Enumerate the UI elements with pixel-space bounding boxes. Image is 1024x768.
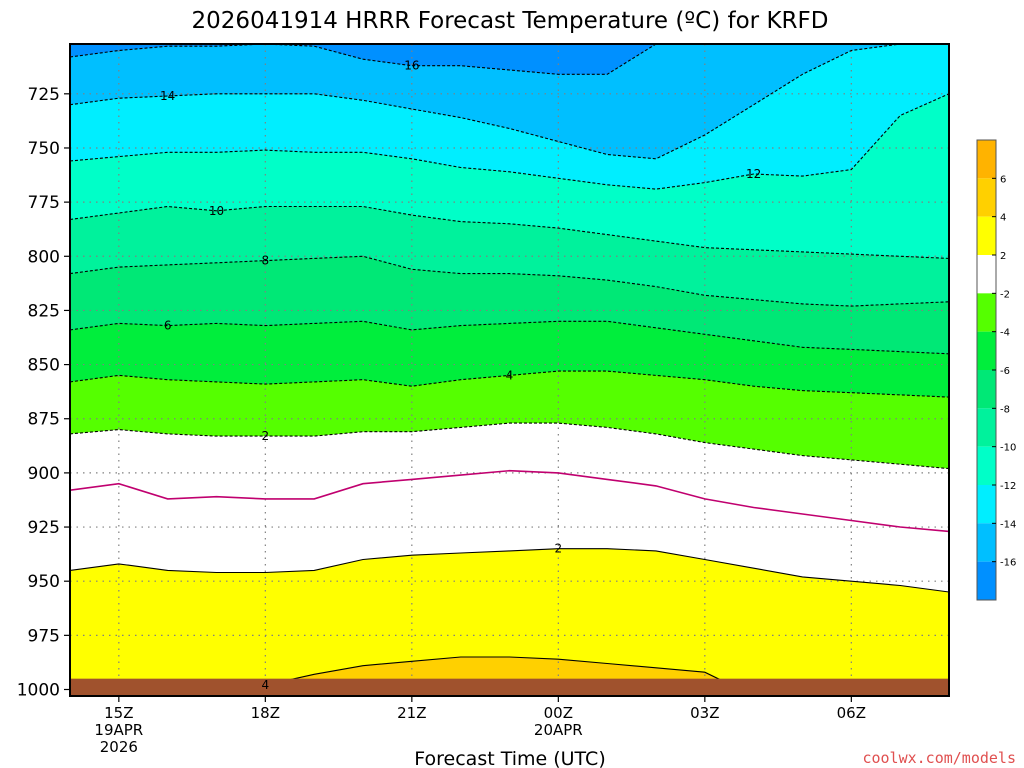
colorbar-tick-label--16: -16 xyxy=(1000,558,1016,569)
y-tick-label-900: 900 xyxy=(28,464,60,484)
band-above--16 xyxy=(70,44,949,75)
colorbar-segment--4 xyxy=(977,293,996,332)
isotherm-label-2: 2 xyxy=(555,542,563,556)
isotherm-labels: 4 2 2 4 6 8 10 12 14 16 xyxy=(160,59,761,693)
isotherm--14 xyxy=(70,44,949,160)
y-tick-label-925: 925 xyxy=(28,518,60,538)
x-tick-label-06Z: 06Z xyxy=(837,704,866,722)
colorbar-tick-label--14: -14 xyxy=(1000,519,1016,530)
colorbar-segment-4 xyxy=(977,178,996,217)
x-tick-label-2026: 2026 xyxy=(100,738,138,756)
colorbar-tick-label-2: 2 xyxy=(1000,251,1006,262)
isotherm--6 xyxy=(70,320,949,355)
x-tick-label-15Z: 15Z xyxy=(104,704,133,722)
y-tick-label-725: 725 xyxy=(28,85,60,105)
colorbar-segment--8 xyxy=(977,370,996,409)
x-tick-label-20APR: 20APR xyxy=(534,721,583,739)
plot-area xyxy=(70,44,949,696)
isotherm-0 xyxy=(70,469,949,533)
y-tick-label-950: 950 xyxy=(28,572,60,592)
colorbar-legend: 6 4 2 -2 -4 -6 -8 -10 -12 -14 -16 xyxy=(976,139,1016,601)
isotherm-label--8: 8 xyxy=(262,254,270,268)
colorbar-segment--18 xyxy=(977,561,996,600)
colorbar-tick-label--12: -12 xyxy=(1000,481,1016,492)
y-tick-label-800: 800 xyxy=(28,247,60,267)
x-tick-label-21Z: 21Z xyxy=(397,704,426,722)
x-tick-label-00Z: 00Z xyxy=(544,704,573,722)
x-tick-label-03Z: 03Z xyxy=(690,704,719,722)
colorbar-segment--14 xyxy=(977,485,996,524)
isotherm--16 xyxy=(70,44,949,75)
colorbar-segment-6 xyxy=(977,140,996,179)
colorbar-tick-label--8: -8 xyxy=(1000,404,1010,415)
y-tick-label-875: 875 xyxy=(28,410,60,430)
colorbar-tick-label-4: 4 xyxy=(1000,213,1006,224)
plot-frame xyxy=(69,43,950,697)
isotherm-label--4: 4 xyxy=(506,368,514,382)
y-axis-pressure: 725 750 775 800 825 850 875 900 925 950 975 1000 xyxy=(17,85,70,701)
isotherm--10 xyxy=(70,205,949,259)
colorbar-tick-label--10: -10 xyxy=(1000,443,1016,454)
x-tick-label-18Z: 18Z xyxy=(251,704,280,722)
colorbar-tick-label--6: -6 xyxy=(1000,366,1010,377)
credit-text: coolwx.com/models xyxy=(862,749,1016,767)
grid-lines xyxy=(70,44,949,696)
colorbar-segment--16 xyxy=(977,523,996,562)
colorbar-segment-2 xyxy=(977,216,996,255)
ground-surface xyxy=(70,678,949,696)
colorbar-segment--10 xyxy=(977,408,996,447)
isotherm--4 xyxy=(70,370,949,398)
isotherm--2 xyxy=(70,422,949,470)
y-tick-label-975: 975 xyxy=(28,626,60,646)
y-tick-label-775: 775 xyxy=(28,193,60,213)
y-tick-label-1000: 1000 xyxy=(17,681,60,701)
chart-title: 2026041914 HRRR Forecast Temperature (ºC… xyxy=(192,8,829,34)
colorbar-tick-label--4: -4 xyxy=(1000,328,1010,339)
isotherm-label--12: 12 xyxy=(746,167,761,181)
isotherm-label--2: 2 xyxy=(262,429,270,443)
band-above--14 xyxy=(70,44,949,159)
isotherm-label--16: 16 xyxy=(404,59,419,73)
y-tick-label-850: 850 xyxy=(28,356,60,376)
colorbar-tick-label-6: 6 xyxy=(1000,174,1006,185)
y-tick-label-825: 825 xyxy=(28,301,60,321)
isotherm--8 xyxy=(70,255,949,307)
isotherm-2 xyxy=(70,548,949,593)
colorbar-segment--6 xyxy=(977,331,996,370)
isotherm-label-4: 4 xyxy=(262,678,270,692)
isotherm-label--10: 10 xyxy=(209,204,224,218)
isotherm--12 xyxy=(70,93,949,190)
colorbar-tick-label--2: -2 xyxy=(1000,289,1010,300)
colorbar-segment--12 xyxy=(977,446,996,485)
y-tick-label-750: 750 xyxy=(28,139,60,159)
x-tick-label-19APR: 19APR xyxy=(94,721,143,739)
isotherm-label--6: 6 xyxy=(164,319,172,333)
colorbar-segment--2 xyxy=(977,255,996,294)
isotherm-label--14: 14 xyxy=(160,89,175,103)
x-axis-label: Forecast Time (UTC) xyxy=(414,748,605,768)
